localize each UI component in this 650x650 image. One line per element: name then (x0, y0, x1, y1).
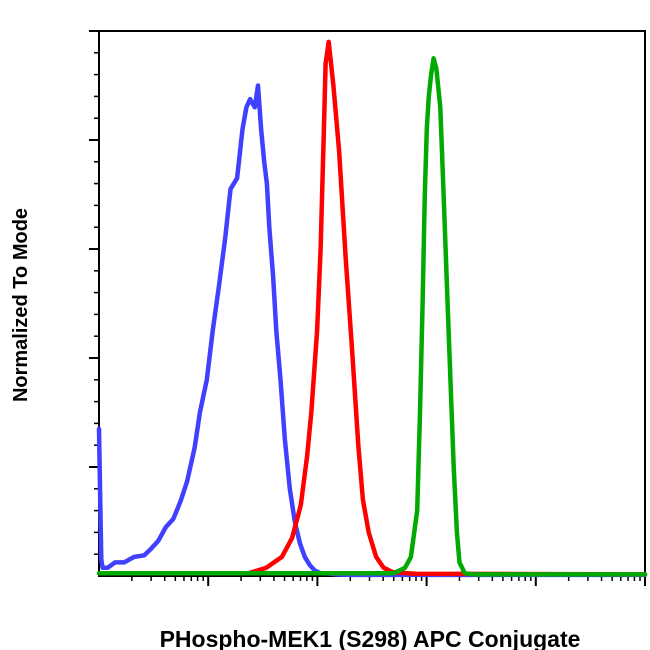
series-line-2 (96, 39, 648, 577)
series-line-1 (96, 83, 648, 578)
series-line-3 (96, 56, 648, 577)
series-lines (96, 39, 648, 578)
x-axis-label: PHospho-MEK1 (S298) APC Conjugate (160, 626, 581, 650)
axis-ticks (89, 30, 646, 586)
y-axis-label: Normalized To Mode (10, 208, 32, 402)
